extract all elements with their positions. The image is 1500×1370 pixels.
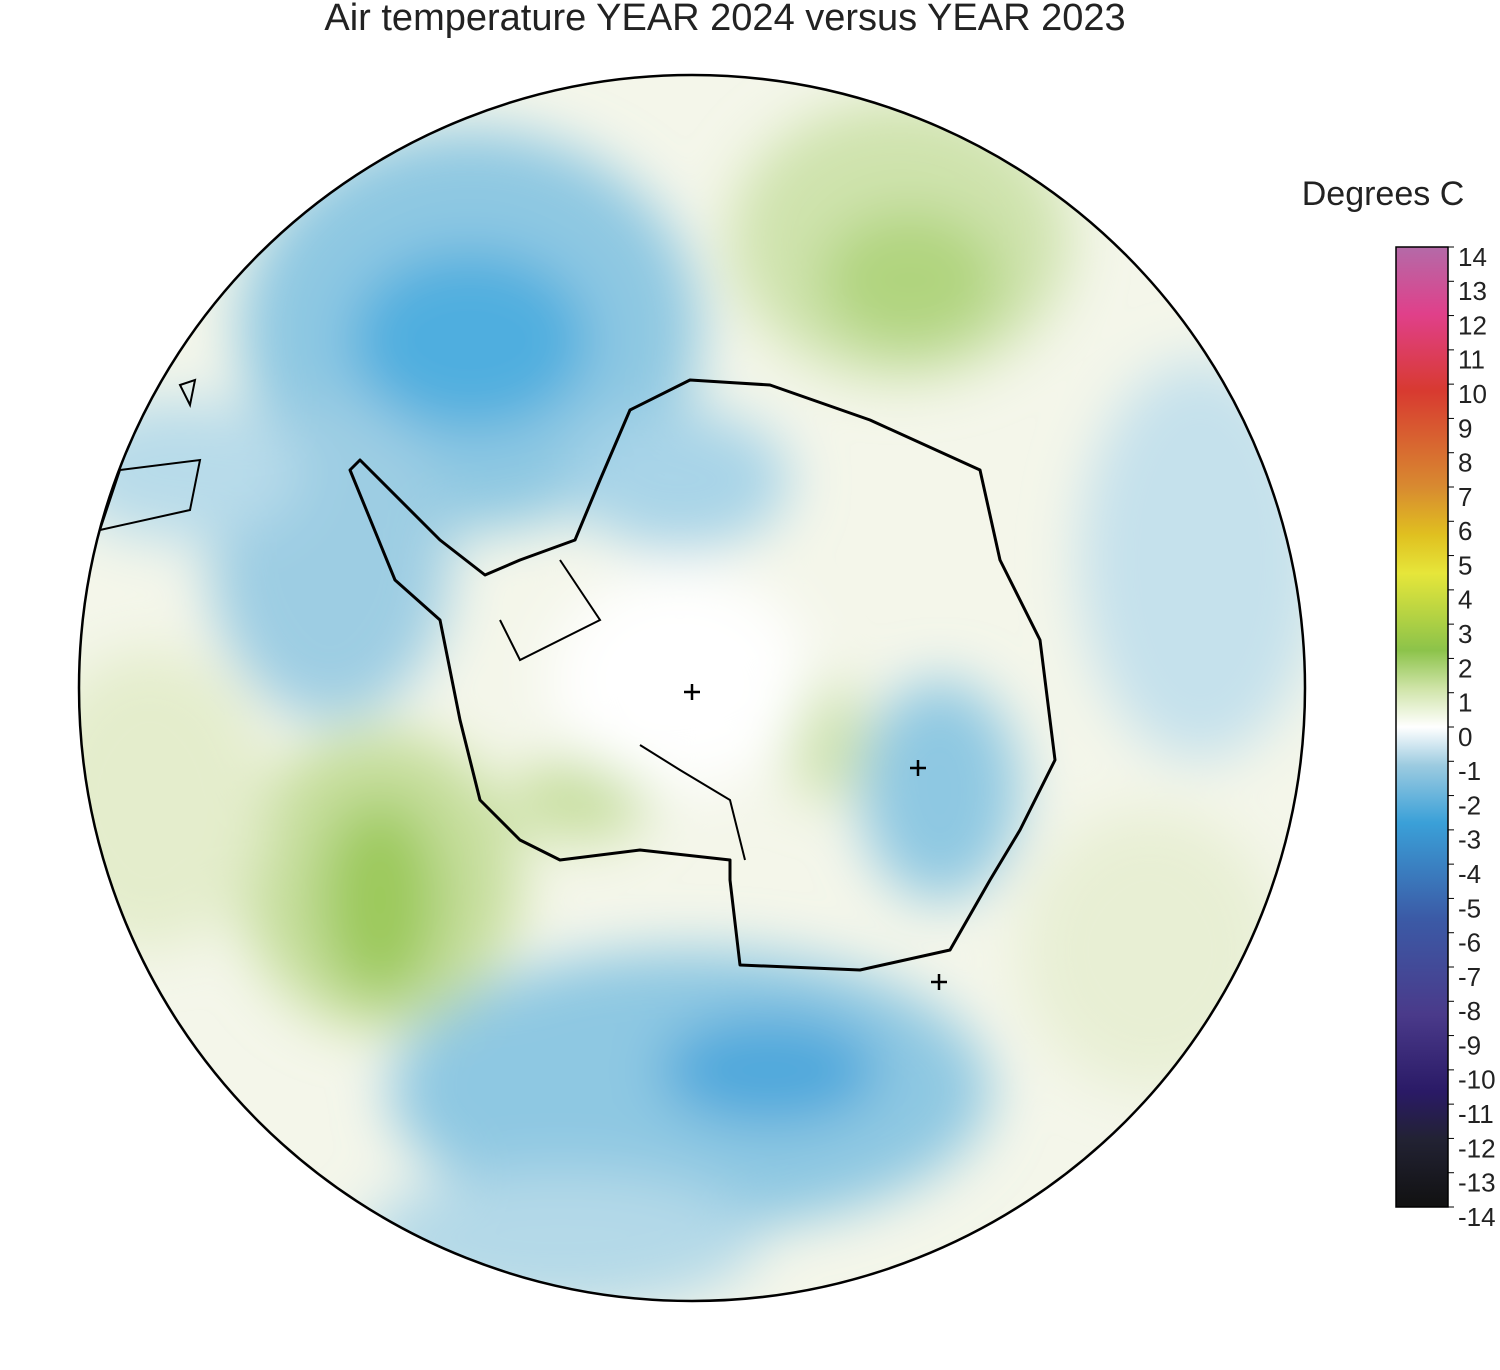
map-title: Air temperature YEAR 2024 versus YEAR 20… <box>324 0 1125 39</box>
colorbar-tick-label: 3 <box>1458 619 1472 649</box>
colorbar-tick-label: -5 <box>1458 893 1481 923</box>
colorbar-label: Degrees C <box>1302 175 1465 213</box>
colorbar-tick-label: -8 <box>1458 996 1481 1026</box>
colorbar-ticks: 14131211109876543210-1-2-3-4-5-6-7-8-9-1… <box>1448 242 1496 1232</box>
colorbar-tick-label: 14 <box>1458 242 1487 272</box>
colorbar-tick-label: -2 <box>1458 790 1481 820</box>
colorbar-tick-label: 6 <box>1458 516 1472 546</box>
colorbar-tick-label: 7 <box>1458 482 1472 512</box>
colorbar-tick-label: 1 <box>1458 688 1472 718</box>
colorbar-tick-label: 12 <box>1458 310 1487 340</box>
colorbar-tick-label: 10 <box>1458 379 1487 409</box>
colorbar-tick-label: -14 <box>1458 1202 1496 1232</box>
colorbar <box>1395 246 1449 1208</box>
temperature-field <box>79 75 1305 1301</box>
colorbar-tick-label: 2 <box>1458 653 1472 683</box>
colorbar-tick-label: -3 <box>1458 825 1481 855</box>
colorbar-tick-label: 4 <box>1458 585 1472 615</box>
colorbar-tick-label: -10 <box>1458 1065 1496 1095</box>
colorbar-tick-label: 0 <box>1458 722 1472 752</box>
colorbar-tick-label: -4 <box>1458 859 1481 889</box>
colorbar-tick-label: -11 <box>1458 1099 1494 1129</box>
map-boundary <box>77 73 1307 1303</box>
colorbar-tick-label: 11 <box>1458 345 1485 375</box>
colorbar-tick-label: 13 <box>1458 276 1487 306</box>
colorbar-tick-label: -6 <box>1458 928 1481 958</box>
colorbar-tick-label: -9 <box>1458 1030 1481 1060</box>
colorbar-tick-label: 9 <box>1458 413 1472 443</box>
colorbar-tick-label: -1 <box>1458 756 1481 786</box>
colorbar-tick-label: -12 <box>1458 1133 1496 1163</box>
colorbar-tick-label: -7 <box>1458 962 1481 992</box>
colorbar-tick-label: 5 <box>1458 550 1472 580</box>
colorbar-tick-label: -13 <box>1458 1168 1496 1198</box>
colorbar-tick-label: 8 <box>1458 448 1472 478</box>
